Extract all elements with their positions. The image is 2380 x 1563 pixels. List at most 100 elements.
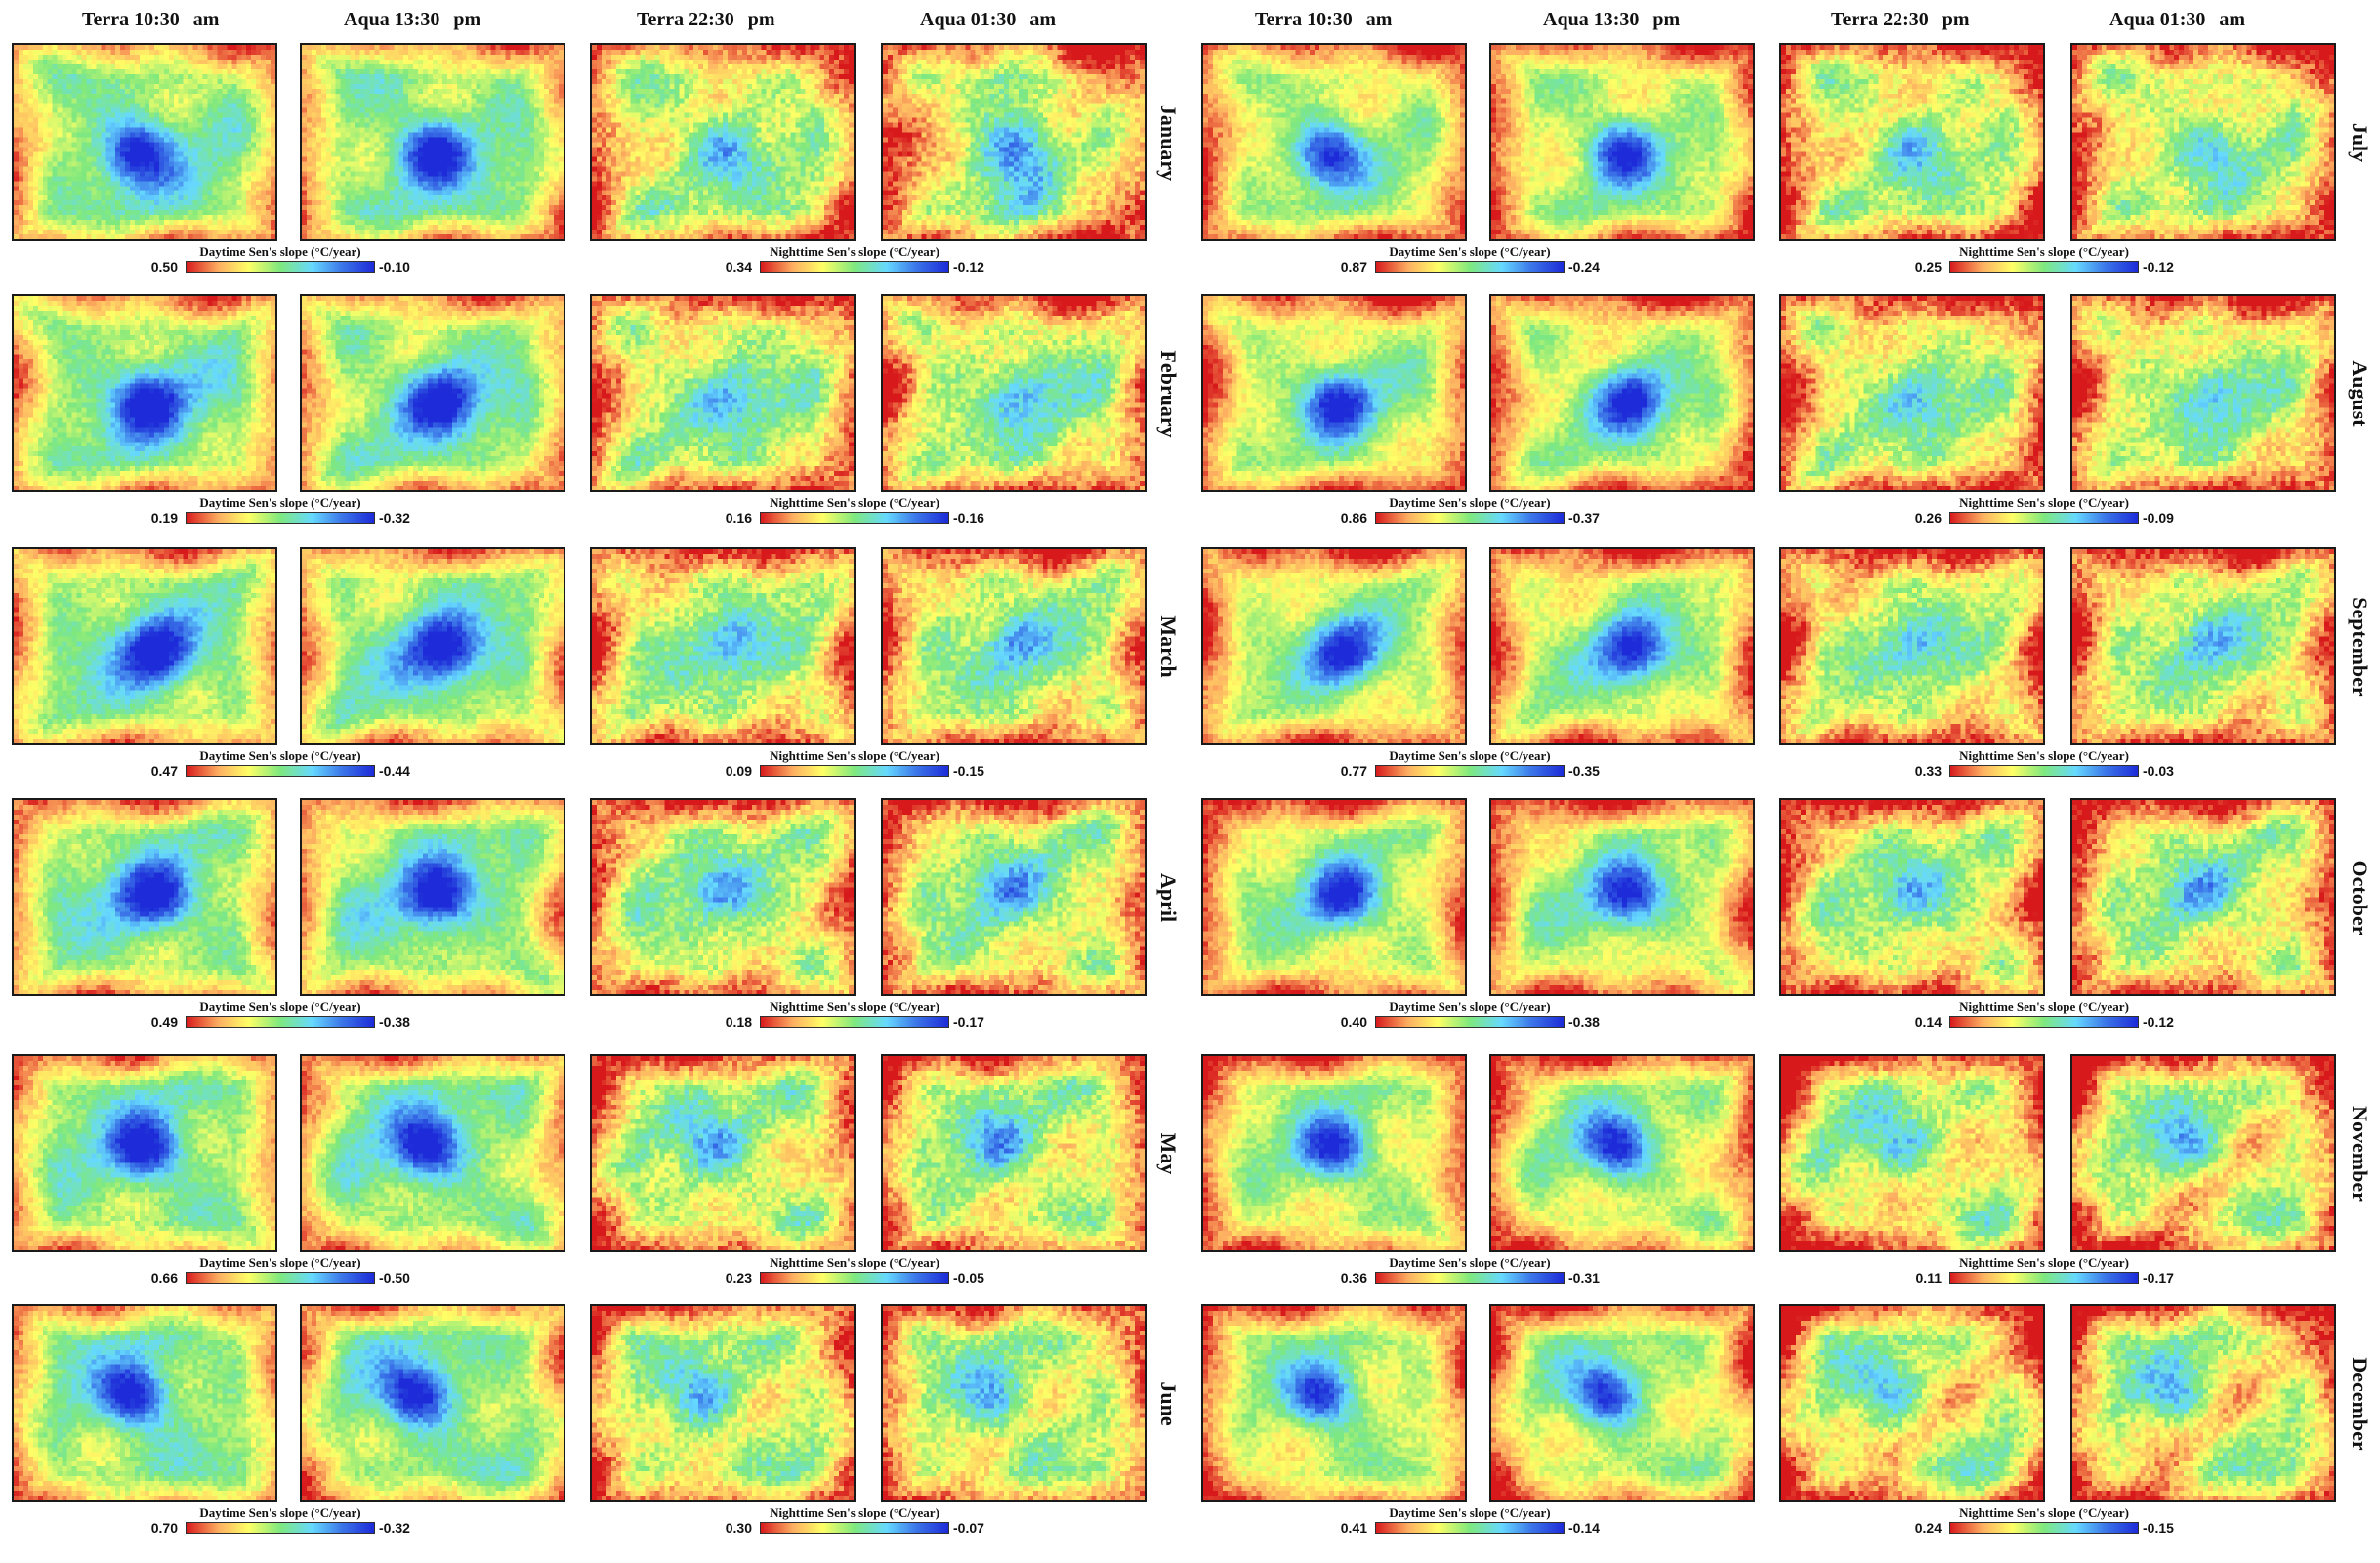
map-right-july-3	[2070, 43, 2336, 241]
legend-title-right-night-0: Nighttime Sen's slope (°C/year)	[1959, 244, 2129, 259]
colorbar-right-night-1	[1949, 512, 2139, 524]
map-left-june-0	[12, 1304, 277, 1502]
heatmap-canvas-right-december-3	[2072, 1306, 2334, 1500]
legend-max-right-day-3: -0.38	[1568, 1014, 1600, 1030]
heatmap-canvas-right-october-2	[1781, 800, 2043, 994]
legend-title-left-day-3: Daytime Sen's slope (°C/year)	[199, 999, 361, 1014]
legend-max-left-night-0: -0.12	[953, 259, 984, 275]
legend-title-right-night-1: Nighttime Sen's slope (°C/year)	[1959, 495, 2129, 510]
legend-left-night-april: Nighttime Sen's slope (°C/year) 0.18 -0.17	[726, 1000, 984, 1039]
legend-max-right-night-3: -0.12	[2143, 1014, 2174, 1030]
colorbar-right-night-4	[1949, 1272, 2139, 1284]
colorbar-left-day-3	[186, 1016, 375, 1028]
header-left-0: Terra 10:30 am	[82, 10, 219, 29]
legend-max-right-night-5: -0.15	[2143, 1520, 2174, 1536]
legend-min-left-night-4: 0.23	[725, 1270, 752, 1286]
colorbar-left-night-0	[760, 261, 949, 273]
heatmap-canvas-left-march-3	[883, 549, 1145, 743]
heatmap-canvas-right-august-3	[2072, 296, 2334, 490]
legend-min-right-day-0: 0.87	[1340, 259, 1367, 275]
legend-title-left-night-5: Nighttime Sen's slope (°C/year)	[770, 1505, 939, 1520]
map-left-january-1	[300, 43, 565, 241]
legend-title-left-day-4: Daytime Sen's slope (°C/year)	[199, 1255, 361, 1270]
legend-title-left-night-1: Nighttime Sen's slope (°C/year)	[770, 495, 939, 510]
colorbar-left-day-0	[186, 261, 375, 273]
heatmap-canvas-right-august-2	[1781, 296, 2043, 490]
map-left-march-2	[590, 547, 856, 745]
legend-title-right-day-5: Daytime Sen's slope (°C/year)	[1389, 1505, 1551, 1520]
legend-max-right-day-5: -0.14	[1568, 1520, 1600, 1536]
map-left-january-2	[590, 43, 856, 241]
month-label-may: May	[1156, 1132, 1181, 1174]
heatmap-canvas-right-september-3	[2072, 549, 2334, 743]
legend-min-right-night-4: 0.11	[1915, 1270, 1942, 1286]
map-right-october-3	[2070, 798, 2336, 996]
map-right-august-0	[1201, 294, 1467, 492]
map-right-october-0	[1201, 798, 1467, 996]
map-left-may-1	[300, 1054, 565, 1252]
legend-max-right-day-4: -0.31	[1568, 1270, 1600, 1286]
heatmap-canvas-left-may-2	[592, 1056, 854, 1250]
legend-title-left-day-5: Daytime Sen's slope (°C/year)	[199, 1505, 361, 1520]
legend-min-left-day-3: 0.49	[150, 1014, 178, 1030]
legend-max-right-night-2: -0.03	[2143, 763, 2174, 779]
legend-min-left-night-1: 0.16	[725, 510, 752, 526]
colorbar-right-day-0	[1375, 261, 1565, 273]
legend-left-day-january: Daytime Sen's slope (°C/year) 0.50 -0.10	[151, 245, 410, 284]
legend-max-right-day-2: -0.35	[1568, 763, 1600, 779]
colorbar-left-night-5	[760, 1522, 949, 1534]
month-label-december: December	[2348, 1356, 2372, 1451]
colorbar-right-day-1	[1375, 512, 1565, 524]
map-right-august-1	[1489, 294, 1755, 492]
map-right-july-2	[1779, 43, 2045, 241]
map-left-january-3	[881, 43, 1147, 241]
colorbar-left-day-2	[186, 765, 375, 777]
colorbar-left-day-1	[186, 512, 375, 524]
map-right-september-2	[1779, 547, 2045, 745]
header-right-2: Terra 22:30 pm	[1831, 10, 1970, 29]
heatmap-canvas-left-may-0	[14, 1056, 275, 1250]
map-left-february-2	[590, 294, 856, 492]
legend-title-right-night-5: Nighttime Sen's slope (°C/year)	[1959, 1505, 2129, 1520]
legend-min-right-day-4: 0.36	[1340, 1270, 1367, 1286]
header-label-left-2: Terra 22:30	[637, 9, 734, 30]
heatmap-canvas-left-april-1	[302, 800, 564, 994]
map-left-january-0	[12, 43, 277, 241]
colorbar-right-day-5	[1375, 1522, 1565, 1534]
header-label-left-3: Aqua 01:30	[920, 9, 1017, 30]
legend-max-left-day-5: -0.32	[379, 1520, 410, 1536]
month-label-february: February	[1156, 349, 1181, 438]
header-left-3: Aqua 01:30 am	[920, 10, 1056, 29]
legend-max-left-day-2: -0.44	[379, 763, 410, 779]
heatmap-canvas-left-june-2	[592, 1306, 854, 1500]
legend-max-left-night-4: -0.05	[953, 1270, 984, 1286]
legend-right-night-december: Nighttime Sen's slope (°C/year) 0.24 -0.15	[1915, 1505, 2174, 1545]
heatmap-canvas-left-april-3	[883, 800, 1145, 994]
map-right-november-2	[1779, 1054, 2045, 1252]
legend-min-left-night-5: 0.30	[725, 1520, 752, 1536]
header-right-1: Aqua 13:30 pm	[1543, 10, 1680, 29]
header-right-0: Terra 10:30 am	[1255, 10, 1392, 29]
header-right-3: Aqua 01:30 am	[2109, 10, 2245, 29]
map-right-december-2	[1779, 1304, 2045, 1502]
legend-right-day-september: Daytime Sen's slope (°C/year) 0.77 -0.35	[1341, 749, 1600, 788]
legend-right-day-october: Daytime Sen's slope (°C/year) 0.40 -0.38	[1341, 1000, 1600, 1039]
legend-min-left-day-0: 0.50	[150, 259, 178, 275]
legend-right-day-july: Daytime Sen's slope (°C/year) 0.87 -0.24	[1341, 245, 1600, 284]
legend-right-day-august: Daytime Sen's slope (°C/year) 0.86 -0.37	[1341, 496, 1600, 535]
legend-right-night-september: Nighttime Sen's slope (°C/year) 0.33 -0.03	[1915, 749, 2174, 788]
heatmap-canvas-left-january-2	[592, 45, 854, 239]
colorbar-left-night-1	[760, 512, 949, 524]
legend-min-left-night-2: 0.09	[725, 763, 752, 779]
legend-right-night-august: Nighttime Sen's slope (°C/year) 0.26 -0.09	[1915, 495, 2174, 535]
colorbar-left-night-2	[760, 765, 949, 777]
legend-left-day-april: Daytime Sen's slope (°C/year) 0.49 -0.38	[151, 999, 410, 1039]
header-suffix-left-2: pm	[747, 9, 775, 30]
heatmap-canvas-left-january-1	[302, 45, 564, 239]
legend-min-left-day-2: 0.47	[150, 763, 178, 779]
header-label-right-1: Aqua 13:30	[1543, 9, 1640, 30]
heatmap-canvas-right-september-0	[1203, 549, 1465, 743]
legend-title-right-night-4: Nighttime Sen's slope (°C/year)	[1959, 1255, 2129, 1270]
legend-min-right-night-5: 0.24	[1914, 1520, 1942, 1536]
map-left-june-3	[881, 1304, 1147, 1502]
